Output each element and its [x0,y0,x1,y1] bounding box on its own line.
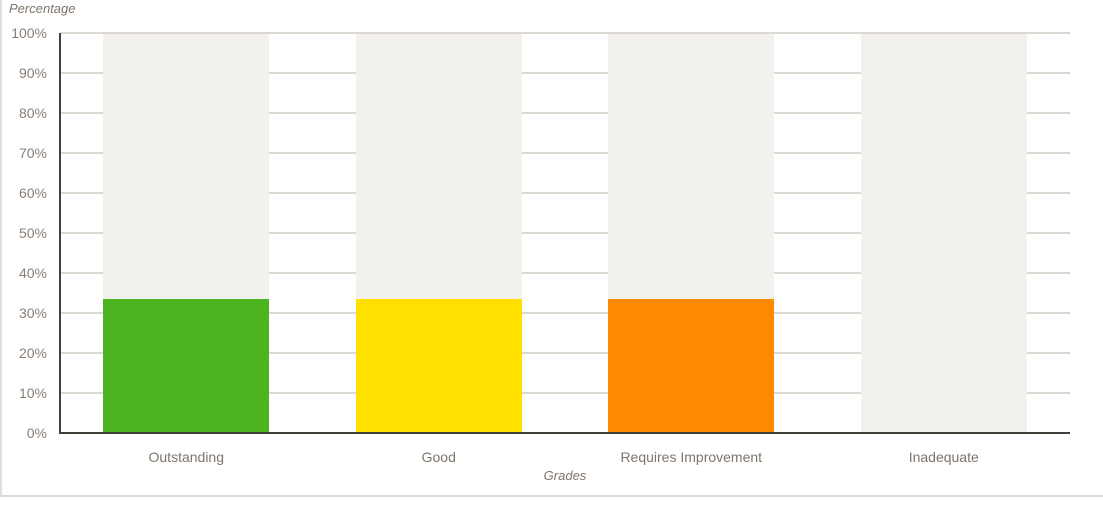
bar-requires-improvement [608,299,775,433]
gridline [60,272,1070,274]
y-tick-label: 90% [18,65,47,81]
bar-good [355,299,522,433]
column-background [860,34,1027,433]
y-tick-label: 30% [18,305,47,321]
x-axis-line [59,432,1070,434]
x-category-label: Inadequate [908,449,979,465]
gridline [60,32,1070,34]
y-tick-label: 40% [18,265,47,281]
x-axis-category-labels: Outstanding Good Requires Improvement Inade… [60,447,1070,467]
y-tick-label: 70% [18,145,47,161]
gridline [60,152,1070,154]
y-tick-label: 60% [18,185,47,201]
x-category-label: Requires Improvement [620,449,763,465]
y-axis-title: Percentage [9,1,76,16]
plot-area [59,32,1070,434]
x-axis-title: Grades [543,468,587,483]
bar-outstanding [103,299,270,433]
y-axis-line [59,33,61,434]
y-tick-label: 80% [18,105,47,121]
y-tick-label: 10% [18,385,47,401]
x-category-label: Outstanding [148,449,225,465]
gridline [60,312,1070,314]
x-category-label: Good [421,449,456,465]
gridline [60,192,1070,194]
y-tick-label: 20% [18,345,47,361]
gridline [60,72,1070,74]
grades-percentage-bar-chart: Percentage 0% 10% 20% 30% 40% 50% 60% 70% 80% 90%… [0,0,1103,497]
gridline [60,352,1070,354]
y-axis-tick-labels: 0% 10% 20% 30% 40% 50% 60% 70% 80% 90% 100% [2,25,47,441]
gridline [60,232,1070,234]
y-tick-label: 50% [18,225,47,241]
gridline [60,112,1070,114]
y-tick-label: 100% [11,25,47,41]
gridline [60,392,1070,394]
y-tick-label: 0% [26,425,47,441]
